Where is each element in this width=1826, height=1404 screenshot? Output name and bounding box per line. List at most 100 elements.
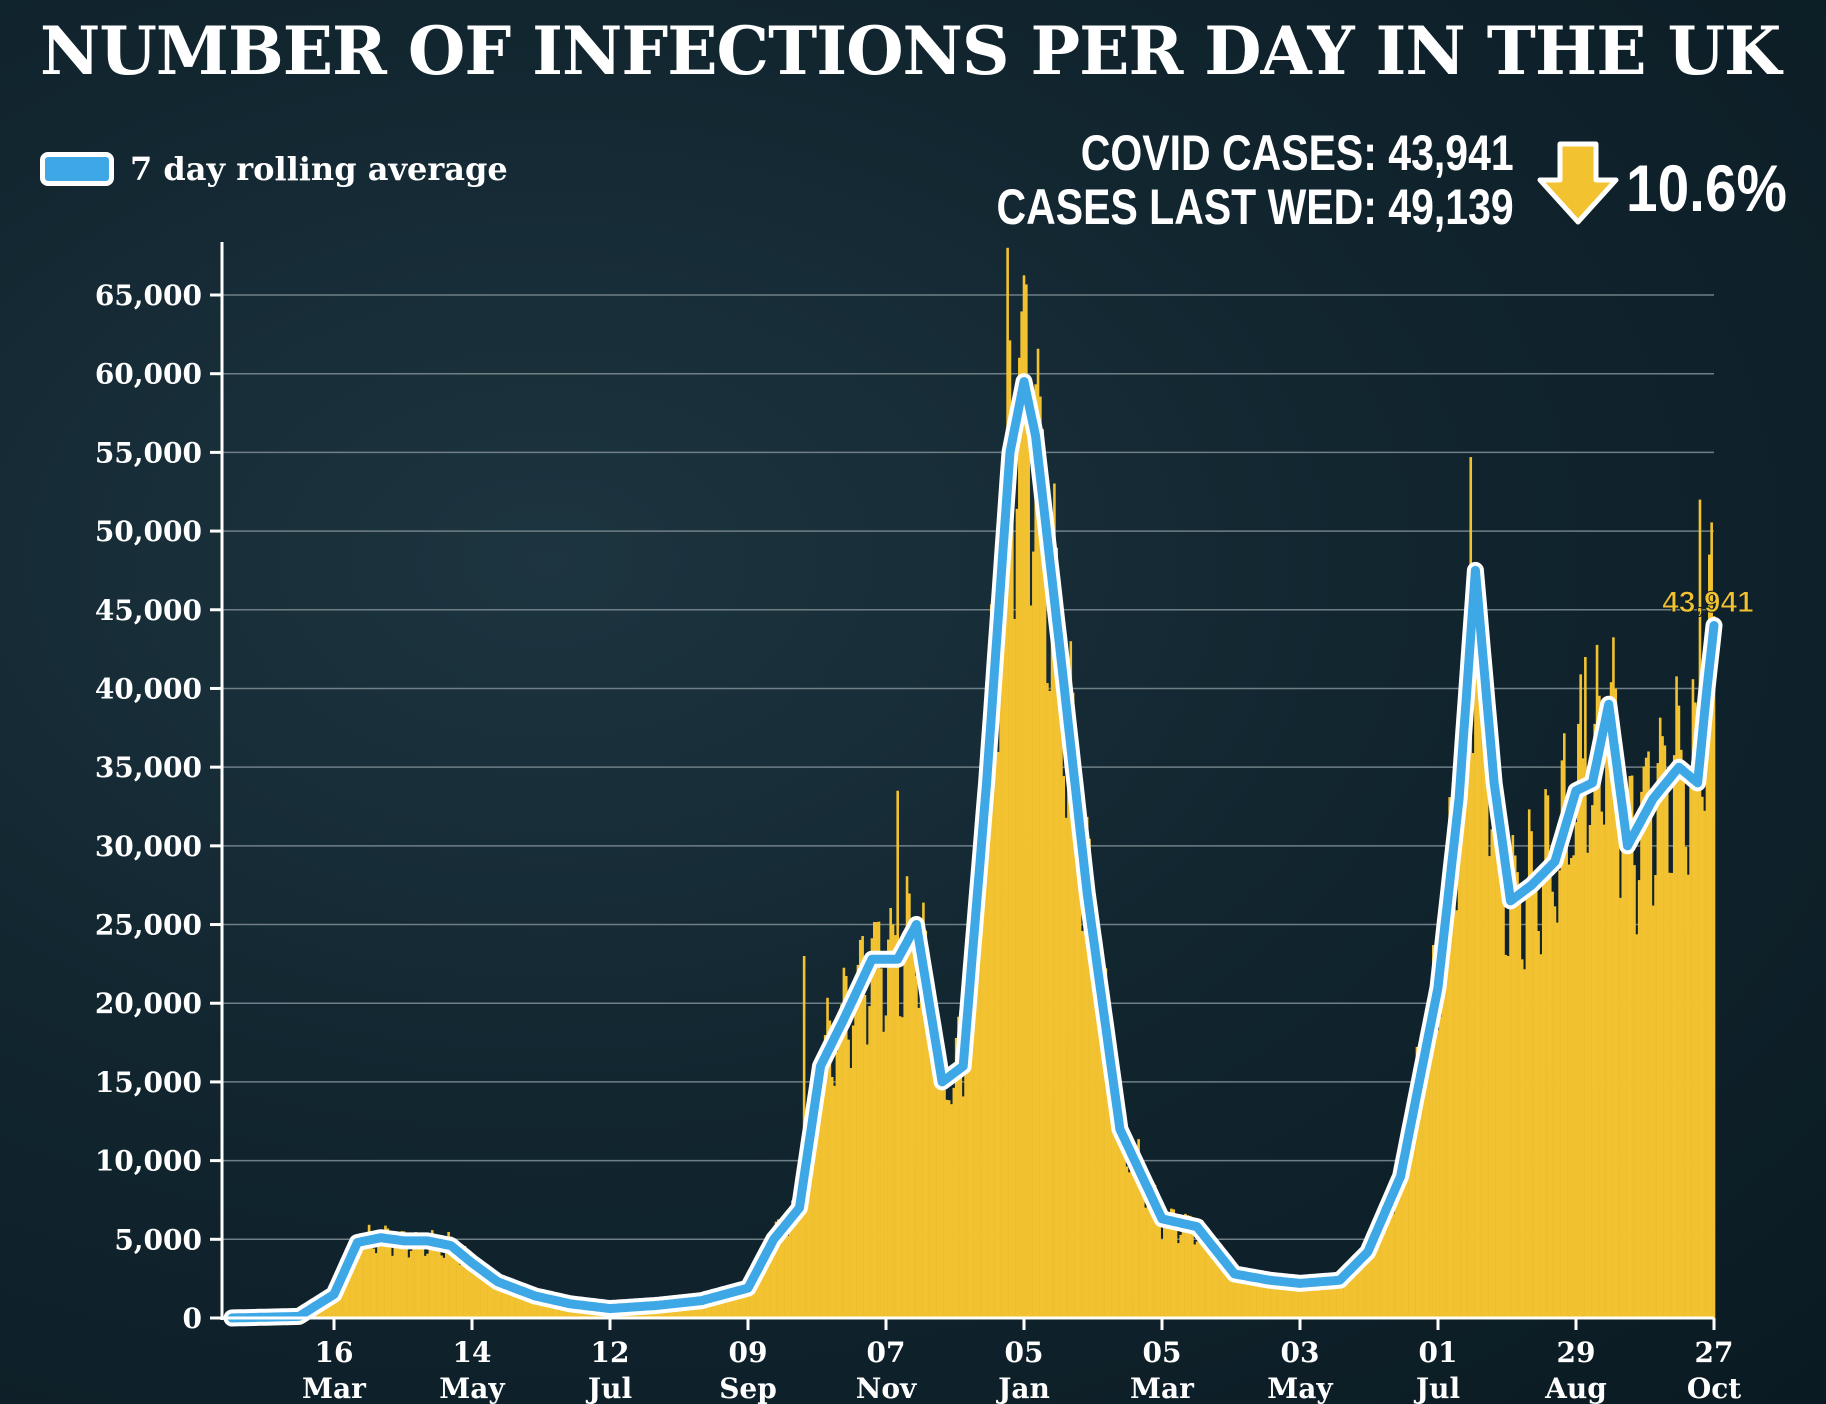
daily-bar — [1574, 822, 1578, 1318]
daily-bar — [1020, 311, 1023, 1319]
daily-bar — [1240, 1277, 1243, 1318]
daily-bar — [915, 975, 918, 1318]
daily-bar — [468, 1260, 471, 1318]
daily-bar — [419, 1233, 422, 1318]
daily-bar — [1069, 641, 1073, 1318]
daily-bar — [1389, 1210, 1393, 1318]
daily-bar — [1319, 1277, 1323, 1318]
daily-bar — [1167, 1212, 1171, 1318]
daily-bar — [1537, 931, 1540, 1318]
daily-bar — [774, 1221, 778, 1318]
daily-bar — [437, 1243, 441, 1318]
y-tick-label: 15,000 — [95, 1066, 202, 1099]
daily-bar — [856, 964, 860, 1318]
daily-bar — [1530, 831, 1533, 1318]
x-tick-day: 07 — [867, 1336, 906, 1369]
daily-bar — [1006, 247, 1009, 1318]
daily-bar — [1298, 1281, 1302, 1318]
daily-bar — [873, 922, 876, 1318]
daily-bar — [1385, 1207, 1388, 1318]
daily-bar — [512, 1285, 516, 1318]
daily-bar — [1116, 1123, 1119, 1318]
daily-bar — [713, 1294, 717, 1318]
daily-bar — [924, 930, 928, 1318]
daily-bar — [1265, 1274, 1269, 1318]
stats-block: COVID CASES: 43,941 CASES LAST WED: 49,1… — [997, 126, 1514, 234]
daily-bar — [459, 1264, 462, 1318]
daily-bar — [1485, 733, 1489, 1318]
daily-bar — [1373, 1247, 1377, 1318]
daily-bar — [1434, 976, 1437, 1318]
daily-bar — [1270, 1278, 1274, 1318]
daily-bar — [1312, 1281, 1316, 1318]
daily-bar — [1654, 875, 1657, 1318]
daily-bar — [835, 1051, 839, 1318]
daily-bar — [1616, 831, 1620, 1318]
daily-bar — [1478, 567, 1482, 1318]
daily-bar — [1109, 1089, 1112, 1318]
daily-bar — [473, 1269, 476, 1318]
daily-bar — [751, 1285, 754, 1318]
daily-bar — [487, 1279, 490, 1318]
y-tick-label: 45,000 — [95, 594, 202, 627]
daily-bar — [531, 1291, 535, 1318]
daily-bar — [405, 1244, 408, 1318]
daily-bar — [1649, 818, 1653, 1318]
daily-bar — [1216, 1241, 1220, 1318]
daily-bar — [1228, 1277, 1232, 1318]
daily-bar — [830, 1077, 834, 1318]
daily-bar — [466, 1249, 469, 1318]
daily-bar — [447, 1232, 450, 1318]
daily-bar — [1595, 644, 1599, 1318]
daily-bar — [807, 1124, 811, 1318]
daily-bar — [968, 997, 972, 1318]
daily-bars — [297, 247, 1716, 1319]
daily-bar — [1382, 1199, 1386, 1318]
daily-bar — [1233, 1265, 1236, 1318]
daily-bar — [1670, 872, 1674, 1318]
daily-bar — [1198, 1225, 1201, 1318]
daily-bar — [1139, 1159, 1143, 1318]
x-tick-day: 12 — [591, 1336, 630, 1369]
y-tick-label: 20,000 — [95, 987, 202, 1020]
daily-bar — [1448, 797, 1451, 1318]
x-tick-day: 09 — [729, 1336, 768, 1369]
daily-bar — [330, 1297, 333, 1318]
y-tick-label: 55,000 — [95, 436, 202, 469]
daily-bar — [545, 1297, 549, 1318]
daily-bar — [1261, 1283, 1264, 1318]
daily-bar — [779, 1229, 783, 1318]
daily-bar — [973, 841, 977, 1318]
y-tick-label: 10,000 — [95, 1145, 202, 1178]
daily-bar — [683, 1304, 687, 1318]
daily-bar — [1371, 1242, 1374, 1318]
daily-bar — [1546, 795, 1550, 1318]
daily-bar — [1708, 554, 1711, 1318]
daily-bar — [725, 1290, 729, 1318]
daily-bar — [1701, 796, 1704, 1318]
daily-bar — [1614, 688, 1618, 1318]
daily-bar — [423, 1255, 427, 1318]
daily-bar — [1677, 705, 1681, 1318]
x-tick-day: 29 — [1557, 1336, 1596, 1369]
daily-bar — [896, 790, 899, 1318]
daily-bar — [1008, 340, 1012, 1318]
x-tick-day: 05 — [1005, 1336, 1044, 1369]
daily-bar — [1553, 906, 1557, 1318]
daily-bar — [996, 751, 1000, 1318]
daily-bar — [1125, 1166, 1129, 1318]
daily-bar — [1584, 656, 1587, 1318]
daily-bar — [470, 1266, 474, 1318]
daily-bar — [1682, 779, 1685, 1318]
daily-bar — [1420, 1098, 1423, 1318]
daily-bar — [1209, 1256, 1213, 1318]
daily-bar — [426, 1253, 429, 1318]
daily-bar — [1691, 679, 1695, 1318]
daily-bar — [1158, 1223, 1161, 1318]
daily-bar — [1165, 1215, 1168, 1318]
daily-bar — [702, 1303, 705, 1318]
daily-bar — [800, 1205, 804, 1318]
daily-bar — [940, 1037, 944, 1318]
daily-bar — [557, 1303, 560, 1318]
